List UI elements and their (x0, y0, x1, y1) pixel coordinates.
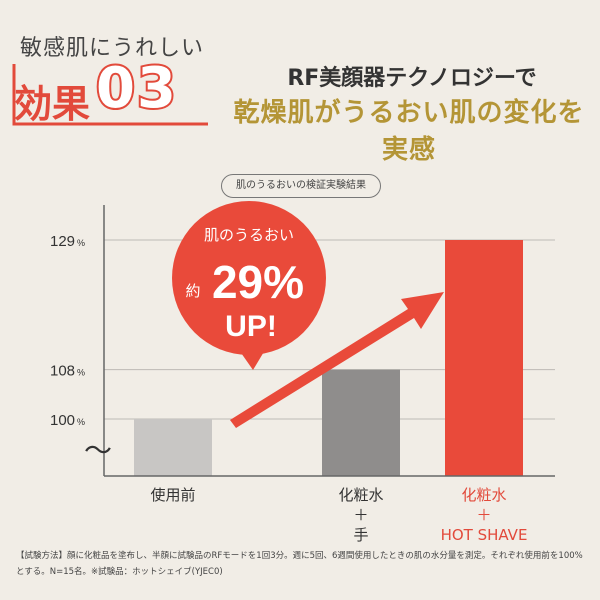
bar (445, 240, 523, 476)
category-label: ＋ (476, 506, 491, 524)
callout-badge: 肌のうるおい 約 29% UP! (172, 201, 326, 370)
callout-suffix: UP! (225, 310, 277, 343)
y-tick-label: 129% (50, 233, 85, 250)
axis-break-mark: ～ (84, 434, 112, 467)
category-label: ＋ (353, 506, 368, 524)
callout-value: 29% (212, 256, 304, 308)
chart-title: 肌のうるおいの検証実験結果 (221, 174, 381, 198)
callout-line1: 肌のうるおい (204, 226, 294, 244)
category-label: HOT SHAVE (441, 526, 528, 544)
category-label: 手 (353, 526, 368, 544)
trend-arrow-icon (230, 292, 444, 428)
category-label: 使用前 (150, 486, 195, 504)
category-label: 化粧水 (338, 486, 383, 504)
headline-line2: 乾燥肌がうるおい肌の変化を実感 (233, 98, 585, 165)
callout-prefix: 約 (185, 282, 200, 300)
effect-number: 03 (94, 54, 178, 123)
bar (134, 419, 212, 476)
effect-label: 効果 (14, 82, 91, 126)
y-tick-label: 108% (50, 363, 85, 380)
footnote: 【試験方法】顔に化粧品を塗布し、半顔に試験品のRFモードを1回3分。週に5回、6… (16, 551, 583, 577)
category-label: 化粧水 (461, 486, 506, 504)
y-tick-label: 100% (50, 412, 85, 429)
headline-line1: RF美顔器テクノロジーで (287, 66, 537, 91)
bar (322, 369, 400, 476)
tagline: 敏感肌にうれしい (20, 36, 205, 61)
effect-badge (12, 64, 208, 126)
